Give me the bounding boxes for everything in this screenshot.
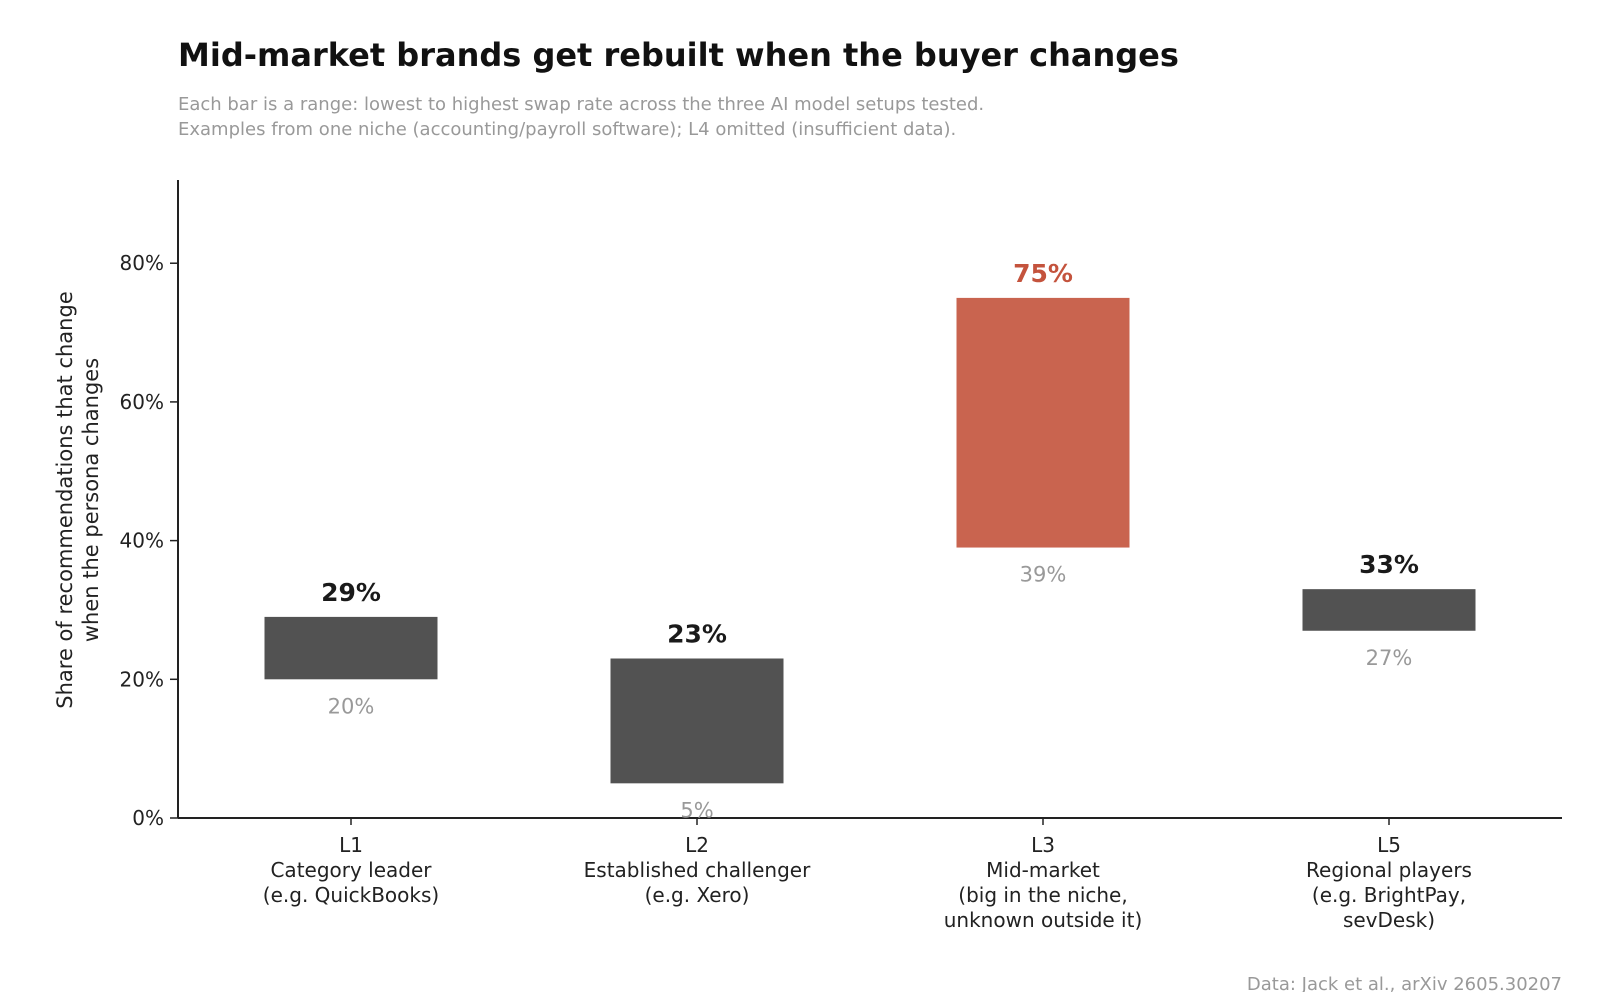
low-value-label-l3: 39%	[1020, 563, 1067, 587]
y-tick-label: 80%	[120, 251, 164, 275]
y-tick-label: 40%	[120, 529, 164, 553]
x-tick-label: L1	[339, 833, 363, 857]
axes	[177, 180, 1562, 819]
x-tick-label: L3	[1031, 833, 1055, 857]
x-category-description-line: (big in the niche,	[958, 883, 1127, 907]
high-value-label-l5: 33%	[1359, 550, 1419, 579]
y-axis-label: Share of recommendations that change whe…	[53, 291, 103, 708]
range-bar-l5	[1302, 589, 1476, 631]
range-bar-l3	[956, 297, 1130, 548]
low-value-label-l5: 27%	[1366, 646, 1413, 670]
y-tick-label: 0%	[132, 806, 164, 830]
x-category-description-line: sevDesk)	[1343, 908, 1435, 932]
range-bar-l1	[264, 616, 438, 680]
x-tick-label: L5	[1377, 833, 1401, 857]
chart-title: Mid-market brands get rebuilt when the b…	[178, 36, 1179, 74]
low-value-label-l1: 20%	[328, 694, 375, 718]
high-value-label-l3: 75%	[1013, 259, 1073, 288]
x-category-description-line: Category leader	[270, 858, 432, 882]
x-tick-label: L2	[685, 833, 709, 857]
bars: 29%20%23%5%75%39% 33%27%	[264, 259, 1476, 822]
chart-subtitle-line-2: Examples from one niche (accounting/payr…	[178, 119, 956, 140]
x-category-description-line: unknown outside it)	[944, 908, 1143, 932]
chart-subtitle-line-1: Each bar is a range: lowest to highest s…	[178, 94, 984, 115]
x-category-description-line: Regional players	[1306, 858, 1472, 882]
x-category-description-line: Mid-market	[986, 858, 1100, 882]
source-note: Data: Jack et al., arXiv 2605.30207	[1247, 974, 1562, 992]
range-bar-l2	[610, 658, 784, 784]
x-category-description-line: (e.g. Xero)	[645, 883, 750, 907]
y-axis-label-line-1: Share of recommendations that change	[53, 291, 77, 708]
y-tick-label: 20%	[120, 667, 164, 691]
y-tick-label: 60%	[120, 390, 164, 414]
y-axis-label-line-2: when the persona changes	[79, 358, 103, 642]
x-category-description-line: Established challenger	[584, 858, 811, 882]
y-ticks: 0% 20% 40% 60% 80%	[120, 251, 178, 830]
high-value-label-l1: 29%	[321, 578, 381, 607]
x-category-description-line: (e.g. QuickBooks)	[263, 883, 439, 907]
x-category-description-line: (e.g. BrightPay,	[1312, 883, 1466, 907]
high-value-label-l2: 23%	[667, 620, 727, 649]
